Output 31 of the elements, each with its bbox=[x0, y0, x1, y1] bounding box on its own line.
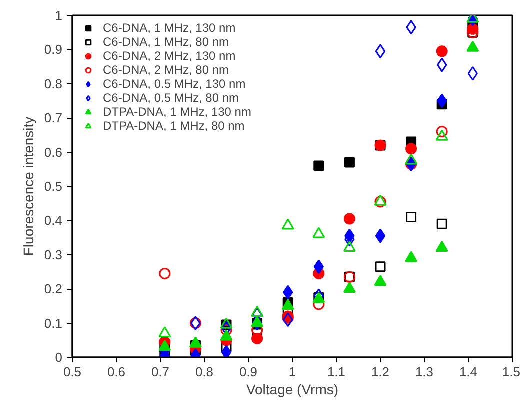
x-tick-label: 1.5 bbox=[502, 364, 520, 380]
x-tick-label: 1.3 bbox=[415, 364, 434, 380]
y-tick-label: 0.8 bbox=[44, 76, 63, 92]
y-tick-label: 0.5 bbox=[44, 179, 63, 194]
legend-label: C6-DNA, 2 MHz, 130 nm bbox=[103, 49, 236, 63]
y-tick-label: 0.3 bbox=[44, 247, 63, 262]
legend-label: DTPA-DNA, 1 MHz, 80 nm bbox=[103, 119, 245, 133]
legend-label: C6-DNA, 1 MHz, 80 nm bbox=[103, 35, 230, 49]
y-tick-label: 0.2 bbox=[44, 282, 63, 297]
x-tick-label: 0.7 bbox=[151, 364, 170, 380]
legend-label: C6-DNA, 1 MHz, 130 nm bbox=[103, 21, 236, 35]
x-tick-label: 0.9 bbox=[239, 364, 258, 380]
legend-label: C6-DNA, 0.5 MHz, 130 nm bbox=[103, 77, 246, 91]
y-tick-label: 0.6 bbox=[44, 144, 63, 160]
x-tick-label: 1.4 bbox=[459, 364, 478, 380]
x-tick-label: 0.8 bbox=[195, 364, 214, 380]
y-tick-label: 0.1 bbox=[44, 316, 63, 331]
legend-label: DTPA-DNA, 1 MHz, 130 nm bbox=[103, 105, 252, 119]
y-tick-label: 1 bbox=[55, 8, 63, 23]
y-tick-label: 0 bbox=[55, 350, 63, 365]
legend-label: C6-DNA, 2 MHz, 80 nm bbox=[103, 63, 230, 77]
y-axis-title: Fluorescence intensity bbox=[20, 116, 36, 256]
x-tick-label: 1.2 bbox=[371, 364, 390, 380]
x-axis-title: Voltage (Vrms) bbox=[246, 382, 339, 398]
x-tick-label: 0.6 bbox=[107, 364, 126, 380]
x-tick-label: 1.1 bbox=[327, 364, 346, 380]
y-tick-label: 0.7 bbox=[44, 110, 63, 126]
y-tick-label: 0.4 bbox=[44, 213, 63, 228]
x-tick-label: 1 bbox=[288, 364, 296, 380]
y-tick-label: 0.9 bbox=[44, 42, 63, 58]
legend-label: C6-DNA, 0.5 MHz, 80 nm bbox=[103, 91, 240, 105]
